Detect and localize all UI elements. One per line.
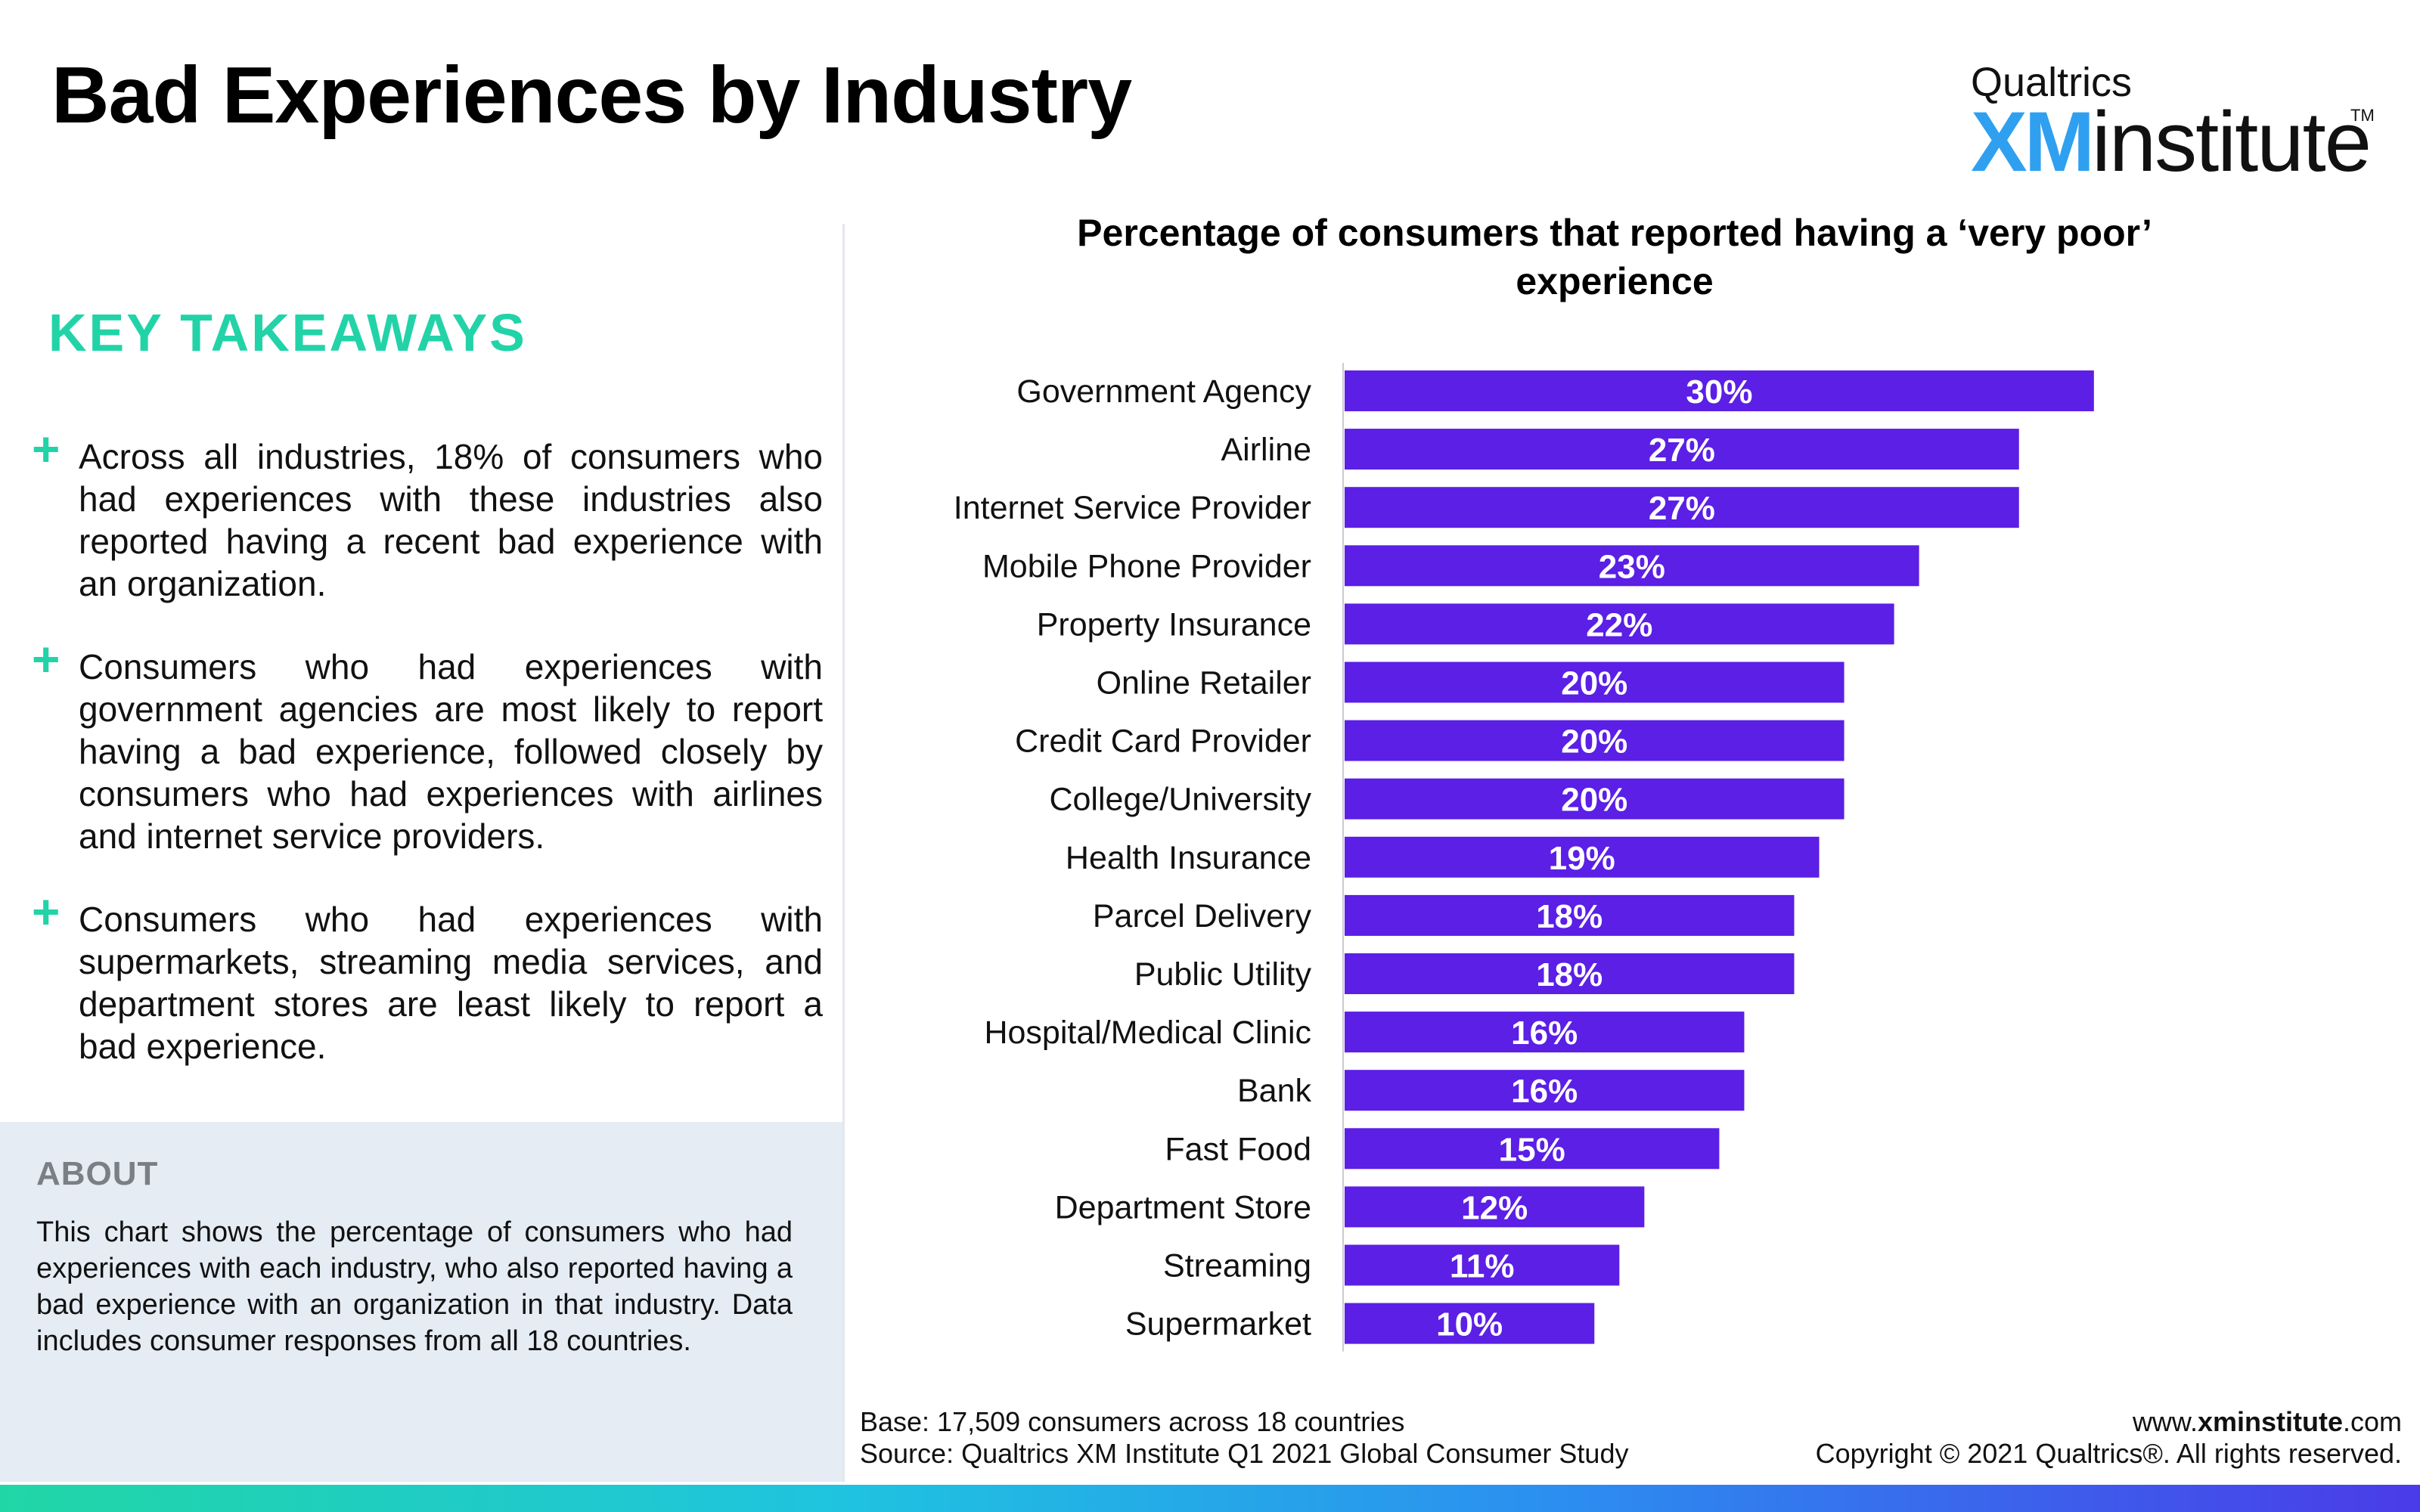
category-label: Government Agency [1016, 373, 1311, 410]
bar [1345, 1012, 1745, 1053]
about-heading: ABOUT [36, 1155, 159, 1192]
plus-icon: + [32, 885, 60, 939]
about-text: This chart shows the percentage of consu… [36, 1216, 793, 1357]
category-label: College/University [1049, 782, 1311, 818]
category-label: Hospital/Medical Clinic [984, 1015, 1311, 1051]
category-label: Streaming [1163, 1248, 1311, 1284]
bar-value-label: 20% [1561, 665, 1627, 702]
bar [1345, 894, 1795, 936]
key-takeaways-heading: KEY TAKEAWAYS [48, 303, 527, 362]
bar-value-label: 18% [1536, 898, 1602, 935]
category-label: Department Store [1055, 1189, 1311, 1225]
website-link[interactable]: www.xminstitute.com [1816, 1406, 2402, 1438]
bar-value-label: 15% [1499, 1131, 1565, 1168]
bar-value-label: 10% [1436, 1306, 1503, 1343]
bar [1345, 545, 1919, 587]
logo-trademark: TM [2350, 106, 2375, 125]
logo-institute-text: institute [2092, 94, 2372, 189]
copyright-text: Copyright © 2021 Qualtrics®. All rights … [1815, 1438, 2402, 1469]
bar-value-label: 27% [1649, 490, 1715, 527]
bar-value-label: 22% [1586, 606, 1652, 643]
bar [1345, 1186, 1645, 1228]
category-label: Fast Food [1165, 1131, 1311, 1167]
bar-value-label: 27% [1649, 432, 1715, 469]
url-bold: xminstitute [2197, 1406, 2343, 1437]
bar-value-label: 20% [1561, 782, 1627, 819]
bar [1345, 1244, 1620, 1286]
category-label: Supermarket [1125, 1306, 1311, 1343]
bar-value-label: 20% [1561, 723, 1627, 761]
bar-value-label: 18% [1536, 956, 1602, 993]
takeaway-text: Consumers who had experiences with gover… [79, 647, 823, 856]
column-divider [842, 224, 845, 1482]
plus-icon: + [32, 422, 60, 476]
bar [1345, 836, 1820, 878]
bar [1345, 1128, 1720, 1170]
about-panel: ABOUT This chart shows the percentage of… [0, 1122, 842, 1482]
bar [1345, 603, 1894, 645]
bottom-gradient-bar [0, 1485, 2420, 1512]
category-label: Credit Card Provider [1015, 723, 1311, 760]
bar-value-label: 12% [1461, 1189, 1528, 1226]
category-label: Health Insurance [1066, 840, 1311, 876]
category-label: Bank [1237, 1073, 1312, 1109]
bar-value-label: 11% [1450, 1248, 1515, 1285]
base-note: Base: 17,509 consumers across 18 countri… [860, 1406, 1405, 1437]
bar-value-label: 30% [1686, 373, 1752, 411]
bar [1345, 429, 2019, 470]
logo-brand-text: Qualtrics [1971, 60, 2133, 105]
source-note: Source: Qualtrics XM Institute Q1 2021 G… [860, 1438, 1629, 1469]
bar [1345, 1070, 1745, 1111]
category-label: Parcel Delivery [1093, 898, 1312, 934]
copyright-block: www.xminstitute.com Copyright © 2021 Qua… [1816, 1406, 2402, 1470]
url-prefix: www. [2132, 1406, 2198, 1437]
takeaway-text: Consumers who had experiences with super… [79, 900, 823, 1066]
bar-value-label: 16% [1511, 1015, 1578, 1052]
plus-icon: + [32, 632, 60, 686]
page-title: Bad Experiences by Industry [51, 51, 1132, 140]
bar [1345, 720, 1844, 761]
category-label: Mobile Phone Provider [982, 548, 1311, 584]
bar [1345, 953, 1795, 994]
category-label: Internet Service Provider [954, 490, 1311, 526]
category-label: Airline [1221, 432, 1312, 468]
bar [1345, 778, 1844, 820]
bar [1345, 487, 2019, 528]
category-label: Public Utility [1134, 956, 1312, 993]
url-suffix: .com [2342, 1406, 2402, 1437]
footnote: Base: 17,509 consumers across 18 countri… [860, 1406, 1628, 1470]
category-label: Online Retailer [1097, 665, 1311, 702]
bar-value-label: 19% [1549, 840, 1615, 877]
bar-value-label: 23% [1599, 548, 1665, 585]
bar-chart: Government Agency 30% Airline 27% Internet S… [954, 363, 2094, 1352]
bar [1345, 370, 2094, 411]
bar [1345, 662, 1844, 703]
bar [1345, 1303, 1595, 1344]
takeaway-text: Across all industries, 18% of consumers … [79, 437, 823, 603]
xm-institute-logo: Qualtrics XM institute TM [1971, 59, 2375, 189]
chart-title: Percentage of consumers that reported ha… [1077, 212, 2152, 302]
bar-value-label: 16% [1511, 1073, 1578, 1110]
category-label: Property Insurance [1037, 606, 1311, 643]
logo-xm-text: XM [1971, 94, 2095, 189]
